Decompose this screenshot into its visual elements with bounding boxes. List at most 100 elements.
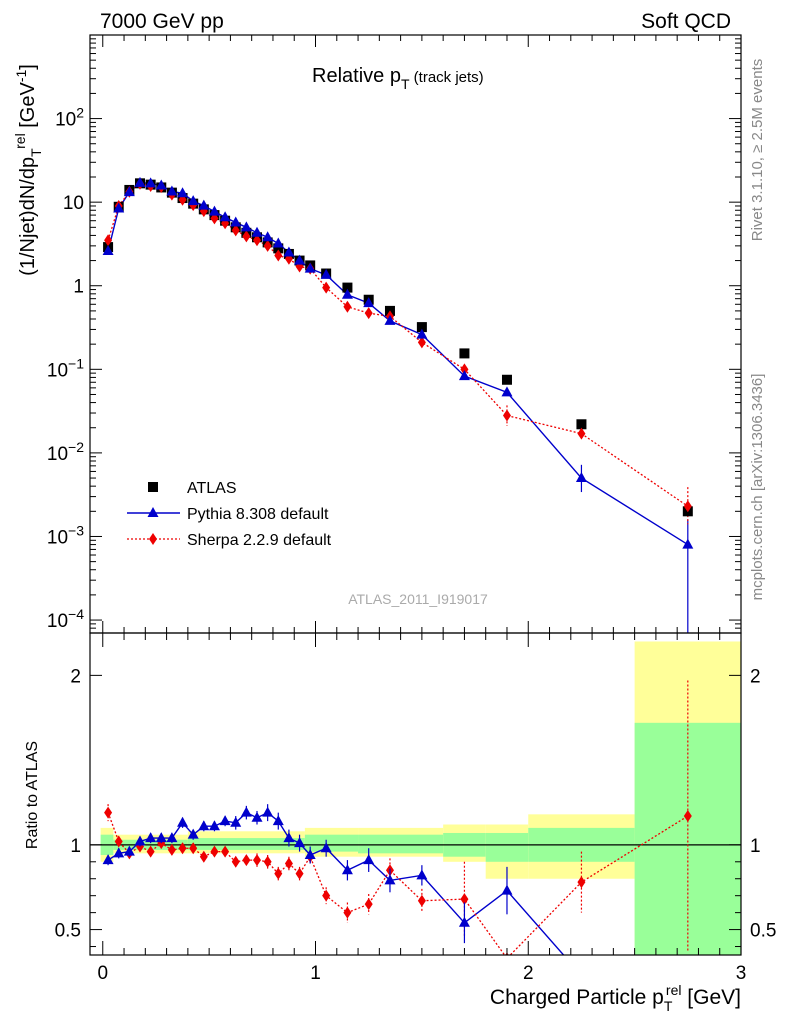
ratio-y-tick-label-left: 2 [70, 666, 81, 687]
sherpa-point [253, 234, 262, 247]
sherpa-line [107, 183, 689, 507]
sherpa-point [242, 230, 251, 243]
legend-marker-atlas [148, 482, 158, 492]
atlas-point [576, 419, 587, 430]
main-panel: 10−4 10−3 10−2 10−1 1 10 102 Relative pT (track… [12, 34, 742, 634]
sherpa-point [502, 409, 511, 422]
pythia-point [501, 386, 513, 397]
pythia-point [304, 262, 316, 273]
ratio-sherpa-point [460, 893, 469, 906]
x-axis-label: Charged Particle pTrel [GeV] [490, 982, 741, 1014]
ratio-sherpa-point [210, 845, 219, 858]
ratio-pythia-point [166, 832, 178, 843]
sherpa-point [417, 336, 426, 349]
ratio-sherpa-line [107, 812, 689, 955]
pythia-point [145, 177, 157, 188]
ratio-pythia-point [341, 864, 353, 875]
ratio-y-tick-label-right: 2 [750, 666, 761, 687]
main-y-axis-label: (1/Njet)dN/dpTrel [GeV-1] [12, 64, 44, 276]
watermark-label: ATLAS_2011_I919017 [348, 591, 488, 607]
rivet-version-label: Rivet 3.1.10, ≥ 2.5M events [749, 59, 766, 242]
main-y-tick-label: 10−3 [47, 522, 84, 548]
uncertainty-band-stat [187, 838, 305, 850]
main-y-tick-label: 10−1 [47, 355, 84, 381]
pythia-point [208, 205, 220, 216]
sherpa-point [683, 500, 692, 513]
ratio-x-tick-label: 2 [523, 963, 534, 984]
pythia-point [123, 186, 135, 197]
uncertainty-band-stat [358, 834, 444, 854]
ratio-pythia-point [145, 832, 157, 843]
pythia-point [166, 185, 178, 196]
pythia-point [219, 211, 231, 222]
mcplots-label: mcplots.cern.ch [arXiv:1306.3436] [749, 374, 766, 601]
ratio-pythia-point [283, 832, 295, 843]
pythia-point [262, 231, 274, 242]
ratio-sherpa-point [178, 842, 187, 855]
ratio-sherpa-point [199, 850, 208, 863]
pythia-point [283, 246, 295, 257]
ratio-pythia-point [123, 845, 135, 856]
header-left-label: 7000 GeV pp [100, 10, 224, 33]
ratio-pythia-point [230, 816, 242, 827]
pythia-point [320, 268, 332, 279]
pythia-point [134, 176, 146, 187]
atlas-point [416, 322, 427, 333]
ratio-pythia-point [272, 815, 284, 826]
ratio-sherpa-point [577, 876, 586, 889]
ratio-y-tick-label-right: 1 [750, 836, 761, 857]
ratio-sherpa-point [284, 857, 293, 870]
ratio-panel: 0.5 0.5 1 1 2 2 0 1 2 3 Ratio to ATLAS Charged Part… [24, 632, 776, 1014]
ratio-sherpa-point [295, 867, 304, 880]
ratio-sherpa-point [322, 889, 331, 902]
sherpa-point [322, 281, 331, 294]
main-y-tick-label: 10 [63, 193, 84, 214]
ratio-sherpa-point [231, 855, 240, 868]
atlas-point [459, 348, 470, 359]
ratio-pythia-point [134, 835, 146, 846]
main-y-tick-label: 10−2 [47, 439, 84, 465]
main-title: Relative pT (track jets) [312, 65, 484, 92]
ratio-sherpa-point [253, 854, 262, 867]
atlas-point [501, 374, 512, 385]
sherpa-point [263, 239, 272, 252]
pythia-point [575, 472, 587, 483]
pythia-point [363, 297, 375, 308]
ratio-pythia-point [219, 815, 231, 826]
main-y-tick-label: 1 [73, 277, 84, 298]
pythia-point [113, 202, 125, 213]
main-y-tick-label: 102 [55, 105, 84, 131]
pythia-point [294, 254, 306, 265]
pythia-point [458, 370, 470, 381]
ratio-sherpa-point [146, 845, 155, 858]
pythia-point [155, 179, 167, 190]
ratio-pythia-point [304, 849, 316, 860]
pythia-point [177, 187, 189, 198]
ratio-plot-frame [89, 632, 742, 956]
ratio-x-tick-label: 0 [97, 963, 108, 984]
legend-label: Pythia 8.308 default [187, 506, 329, 523]
pythia-point [682, 538, 694, 549]
main-y-tick-label: 10−4 [47, 606, 84, 632]
ratio-sherpa-point [114, 835, 123, 848]
pythia-point [230, 216, 242, 227]
pythia-point [384, 314, 396, 325]
atlas-point [342, 282, 353, 293]
ratio-pythia-point [251, 811, 263, 822]
pythia-point [102, 245, 114, 256]
ratio-pythia-point [501, 884, 513, 895]
ratio-sherpa-point [189, 842, 198, 855]
ratio-pythia-point [102, 854, 114, 865]
sherpa-point [274, 249, 283, 262]
ratio-pythia-point [113, 847, 125, 858]
sherpa-point [343, 300, 352, 313]
ratio-pythia-point [240, 806, 252, 817]
ratio-y-axis-label: Ratio to ATLAS [24, 741, 41, 849]
ratio-x-tick-label: 3 [736, 963, 747, 984]
ratio-pythia-point [363, 854, 375, 865]
sherpa-point [577, 427, 586, 440]
uncertainty-band-stat [485, 832, 529, 862]
sherpa-point [104, 234, 113, 247]
sherpa-point [364, 307, 373, 320]
